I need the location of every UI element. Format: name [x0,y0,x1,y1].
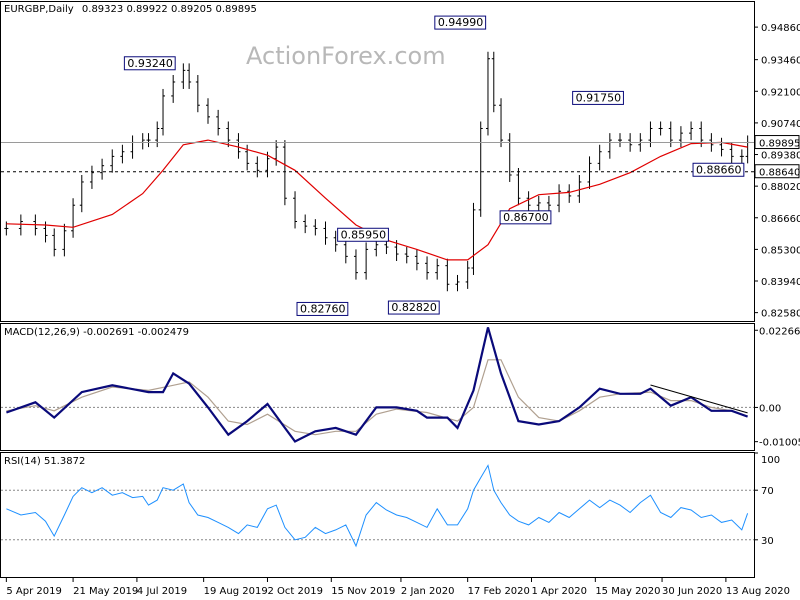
x-axis-label: 13 Aug 2020 [726,586,790,597]
price-title-symbol: EURGBP,Daily [4,4,74,15]
rsi-title: RSI(14) 51.3872 [4,456,85,467]
annotation-box [692,162,745,177]
rsi-line [6,464,749,548]
macd-title: MACD(12,26,9) -0.002691 -0.002479 [4,327,189,338]
price-title: EURGBP,Daily 0.89323 0.89922 0.89205 0.8… [4,4,257,15]
price-annotation: 0.91750 [572,90,624,105]
price-axis-label: 0.90740 [761,119,800,130]
price-annotation: 0.82760 [296,301,349,316]
x-axis-label: 21 May 2019 [73,586,138,597]
price-axis-label: 0.93460 [761,56,800,67]
price-panel-frame [0,1,755,322]
price-annotation: 0.86700 [499,210,552,225]
current-price-badge [754,135,800,150]
annotation-box [123,56,176,71]
price-axis-label: 0.83940 [761,277,800,288]
macd-axis-label: 0.022662 [759,326,800,337]
price-axis-label: 0.82580 [761,309,800,320]
annotation-box [387,300,440,315]
annotation-label: 0.85950 [341,228,387,241]
price-series-layer: 0.93240 0.94990 0.91750 0.85950 0.86700 0.886… [1,15,754,316]
watermark: ActionForex.com [246,42,446,70]
price-axis-label: 0.94860 [761,23,800,34]
rsi-axis-label: 30 [761,536,774,547]
price-annotation: 0.88660 [692,162,745,177]
macd-trendline [650,384,748,414]
annotation-label: 0.94990 [438,16,484,29]
price-annotation: 0.93240 [123,56,176,71]
macd-axis-label: -0.010052 [759,438,800,449]
axes-layer: 0.94860 0.93460 0.92100 0.90740 0.89380 0.880… [5,23,800,597]
annotation-box [296,301,349,316]
rsi-panel-frame [0,452,755,578]
price-axis-label: 0.92100 [761,87,800,98]
price-annotation: 0.94990 [434,15,487,30]
macd-series-layer [1,327,754,443]
x-axis-label: 17 Feb 2020 [468,586,530,597]
macd-line [6,327,748,443]
price-axis-label: 0.85300 [761,245,800,256]
support-level-label: 0.88640 [759,168,800,179]
annotation-box [572,90,624,105]
x-axis-label: 5 Apr 2019 [6,586,61,597]
price-title-ohlc: 0.89323 0.89922 0.89205 0.89895 [82,4,257,15]
x-axis-label: 2 Jan 2020 [401,586,455,597]
x-axis-label: 19 Aug 2019 [204,586,268,597]
x-axis-label: 30 Jun 2020 [662,586,722,597]
annotation-label: 0.82820 [391,301,437,314]
annotation-label: 0.86700 [503,211,549,224]
x-axis-label: 15 May 2020 [595,586,660,597]
current-price-label: 0.89895 [759,139,800,150]
rsi-axis-label: 100 [761,455,780,466]
annotation-box [499,210,552,225]
annotation-box [337,227,389,242]
price-axis-label: 0.89380 [761,151,800,162]
annotation-label: 0.88660 [696,163,742,176]
rsi-series-layer [1,464,754,548]
x-axis-label: 15 Nov 2019 [331,586,395,597]
annotation-label: 0.82760 [300,302,346,315]
price-annotation: 0.82820 [387,300,440,315]
price-annotation: 0.85950 [337,227,389,242]
support-level-badge [754,164,800,179]
x-axis-label: 2 Oct 2019 [267,586,322,597]
x-axis-label: 1 Apr 2020 [531,586,586,597]
annotation-box [434,15,487,30]
annotation-label: 0.91750 [576,91,622,104]
annotation-label: 0.93240 [127,57,173,70]
rsi-axis-label: 70 [761,486,774,497]
x-axis-label: 4 Jul 2019 [137,586,187,597]
price-axis-label: 0.88020 [761,182,800,193]
price-axis-label: 0.86660 [761,214,800,225]
macd-axis-label: 0.00 [759,403,781,414]
